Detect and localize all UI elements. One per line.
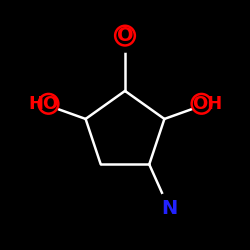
Text: OH: OH xyxy=(192,95,222,113)
Text: N: N xyxy=(161,199,177,218)
Text: HO: HO xyxy=(28,95,58,113)
Text: O: O xyxy=(117,26,133,45)
